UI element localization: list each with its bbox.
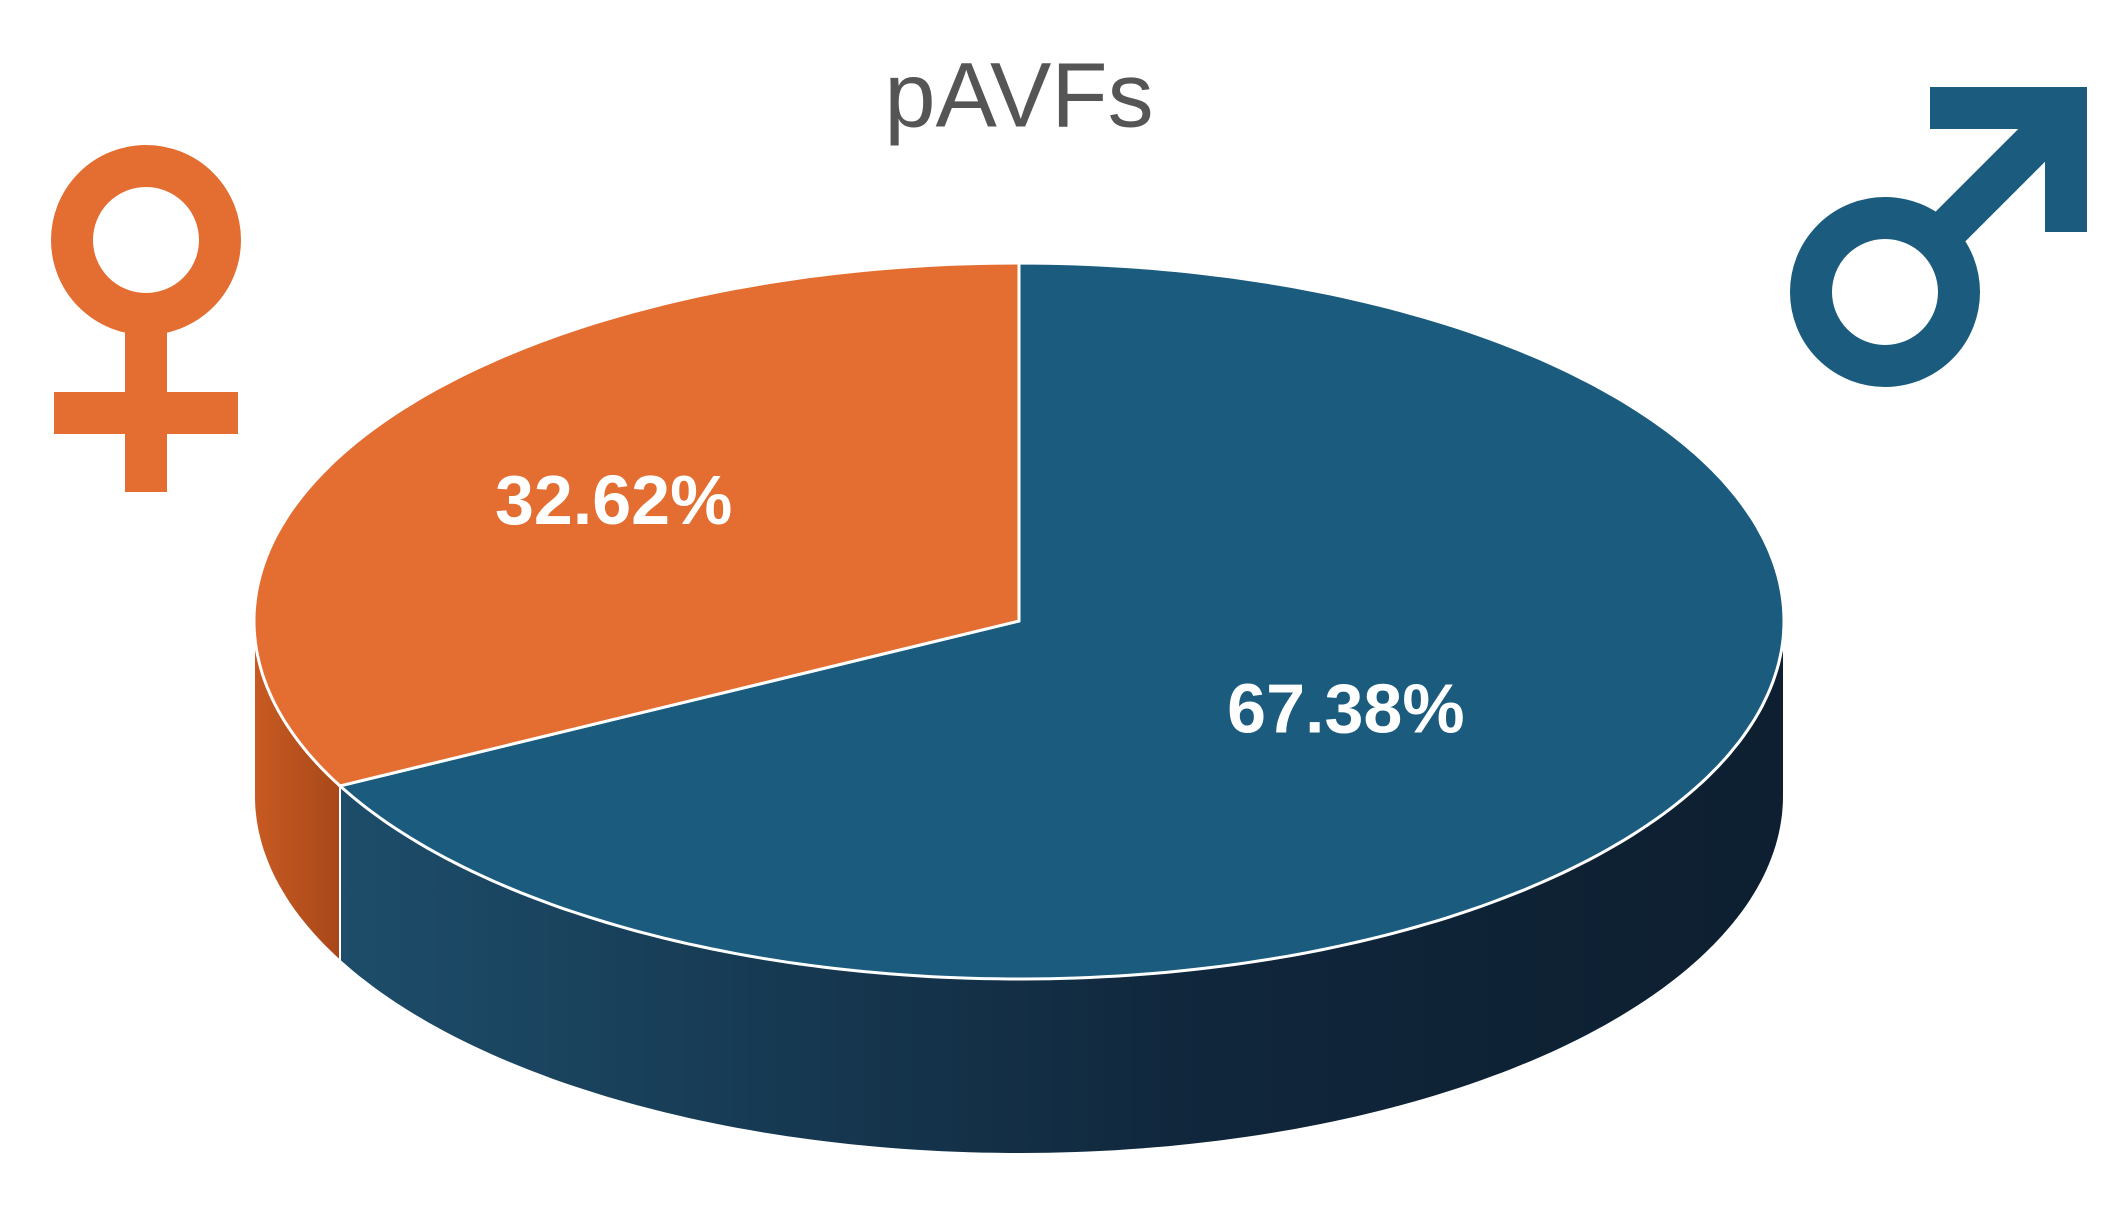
pie-slice (252, 261, 1021, 788)
pie-slice (336, 261, 1786, 981)
value-label: 32.62% (495, 461, 732, 539)
chart-title: pAVFs (884, 44, 1153, 146)
female-icon (51, 145, 241, 492)
value-label: 67.38% (1227, 669, 1464, 747)
pie: 67.38% 32.62% (252, 261, 1786, 1155)
male-icon (1790, 87, 2087, 387)
